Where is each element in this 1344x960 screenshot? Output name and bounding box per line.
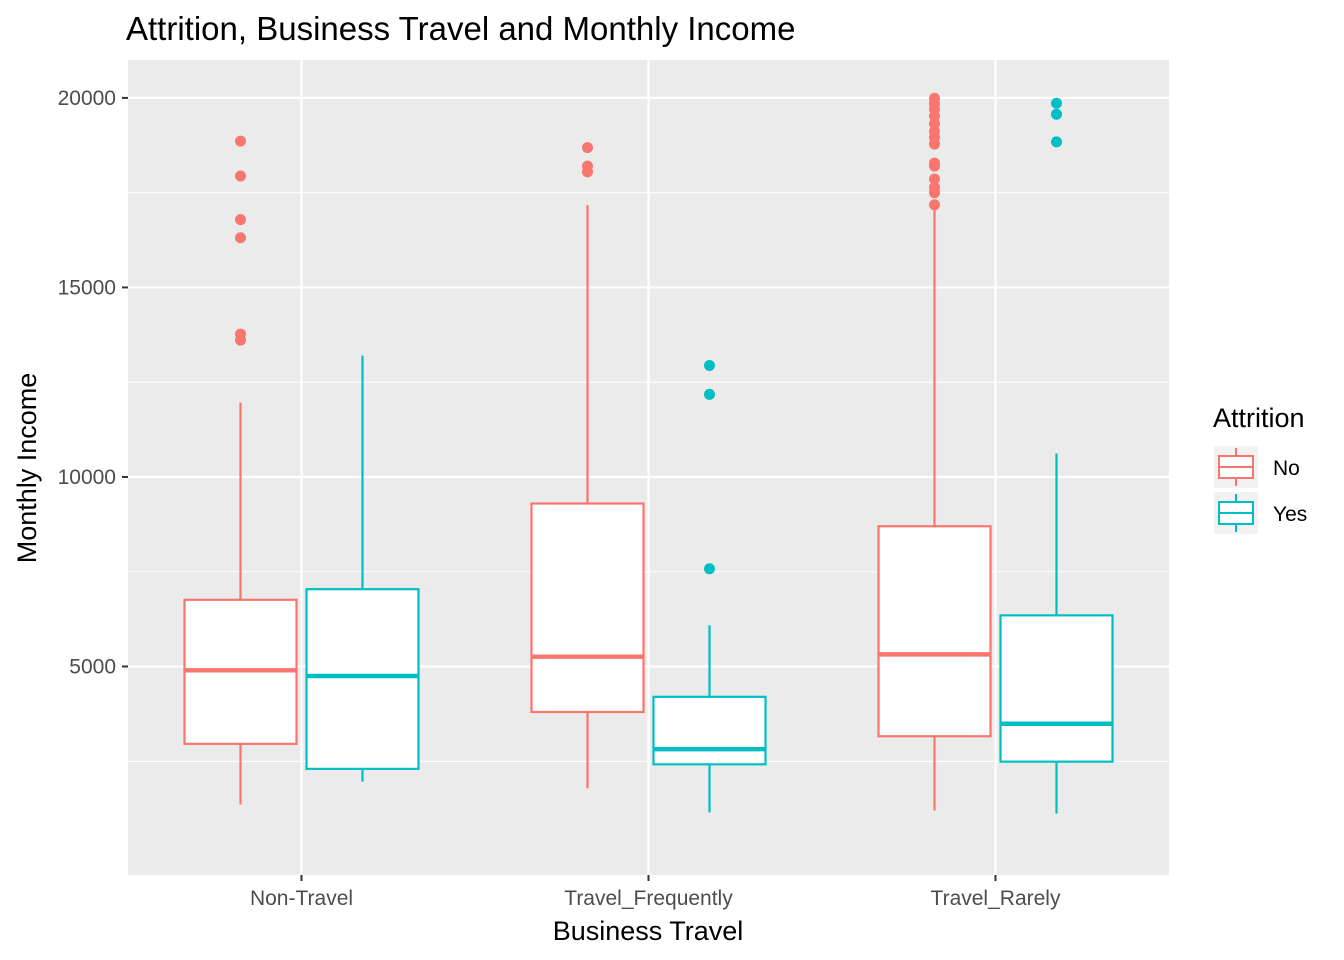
outlier-point	[235, 334, 246, 346]
outlier-point	[704, 388, 715, 400]
legend-label: Yes	[1273, 503, 1307, 526]
outlier-point	[929, 173, 940, 185]
box-iqr	[652, 695, 767, 766]
outlier-point	[929, 110, 940, 122]
x-tick-label: Non-Travel	[250, 887, 353, 910]
x-tick-label: Travel_Frequently	[564, 887, 733, 910]
x-axis: Non-Travel Travel_Frequently Travel_Rarely	[250, 875, 1061, 910]
outlier-point	[1051, 136, 1062, 148]
box-yes	[305, 355, 420, 782]
legend-item-yes: Yes	[1214, 492, 1307, 534]
outlier-point	[704, 360, 715, 372]
grid-major	[128, 60, 1169, 875]
legend: Attrition No Yes	[1213, 403, 1307, 534]
y-tick-label: 15000	[58, 276, 116, 299]
outlier-point	[235, 135, 246, 147]
outlier-point	[704, 563, 715, 575]
outlier-point	[235, 232, 246, 244]
box-yes	[652, 360, 767, 813]
y-axis: 5000 10000 15000 20000	[58, 87, 128, 679]
y-tick-label: 5000	[69, 656, 116, 679]
y-tick-label: 20000	[58, 87, 116, 110]
outlier-point	[929, 199, 940, 211]
legend-item-no: No	[1214, 446, 1300, 488]
outlier-point	[582, 166, 593, 178]
boxes	[183, 92, 1114, 814]
box-iqr	[305, 588, 420, 770]
outlier-point	[929, 160, 940, 172]
x-tick-label: Travel_Rarely	[931, 887, 1061, 910]
y-axis-title: Monthly Income	[12, 373, 42, 564]
box-no	[877, 92, 992, 811]
box-no	[183, 135, 298, 805]
outlier-point	[1051, 97, 1062, 109]
box-yes	[999, 97, 1114, 814]
box-no	[530, 142, 645, 789]
outlier-point	[929, 138, 940, 150]
outlier-point	[582, 142, 593, 154]
outlier-point	[235, 214, 246, 226]
legend-label: No	[1273, 457, 1300, 480]
outlier-point	[235, 170, 246, 182]
outlier-point	[1051, 108, 1062, 120]
outlier-point	[929, 187, 940, 199]
box-iqr	[877, 525, 992, 738]
box-iqr	[530, 502, 645, 714]
x-axis-title: Business Travel	[553, 916, 744, 946]
legend-title: Attrition	[1213, 403, 1305, 433]
chart-title: Attrition, Business Travel and Monthly I…	[126, 10, 795, 47]
y-tick-label: 10000	[58, 466, 116, 489]
box-iqr	[999, 614, 1114, 763]
outlier-point	[929, 118, 940, 130]
